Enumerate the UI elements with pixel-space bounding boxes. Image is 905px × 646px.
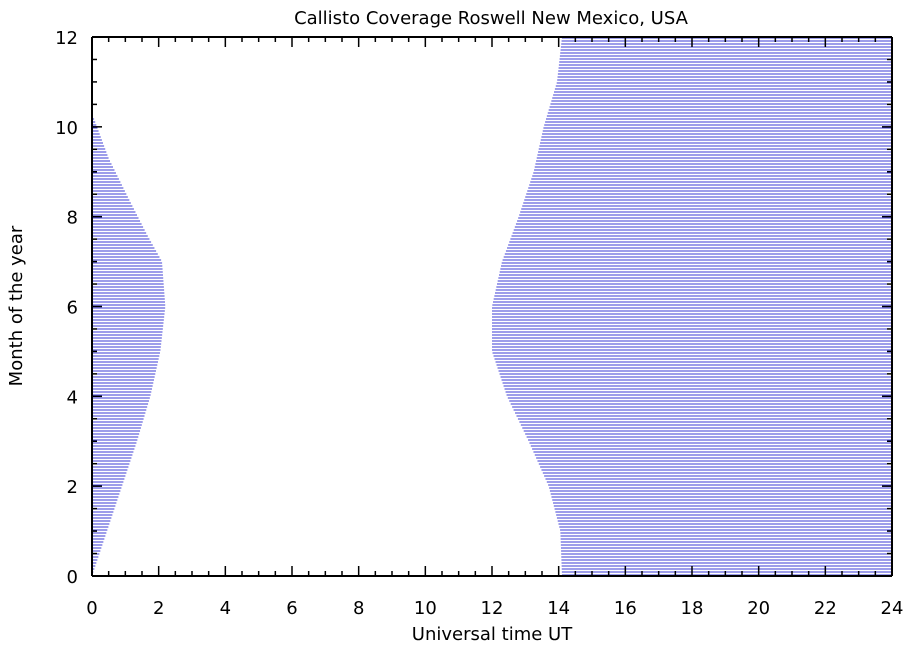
x-axis-title: Universal time UT [412,624,573,645]
x-tick-label: 0 [86,598,97,619]
x-tick-label: 22 [814,598,837,619]
y-axis-title: Month of the year [6,225,27,386]
axes-layer [91,36,893,577]
y-tick-label: 10 [55,118,78,139]
x-tick-label: 10 [414,598,437,619]
x-tick-label: 18 [681,598,704,619]
y-tick-label: 2 [67,477,78,498]
x-tick-label: 6 [286,598,297,619]
x-tick-label: 8 [353,598,364,619]
x-tick-label: 14 [547,598,570,619]
x-tick-label: 12 [481,598,504,619]
x-tick-label: 4 [220,598,231,619]
x-tick-label: 20 [747,598,770,619]
y-tick-label: 0 [67,567,78,588]
y-tick-label: 4 [67,387,78,408]
x-tick-label: 16 [614,598,637,619]
coverage-fill-layer [92,37,892,576]
y-tick-label: 6 [67,298,78,319]
x-tick-label: 24 [881,598,904,619]
y-tick-label: 8 [67,208,78,229]
y-tick-label: 12 [55,28,78,49]
x-tick-label: 2 [153,598,164,619]
chart-title: Callisto Coverage Roswell New Mexico, US… [294,8,689,29]
